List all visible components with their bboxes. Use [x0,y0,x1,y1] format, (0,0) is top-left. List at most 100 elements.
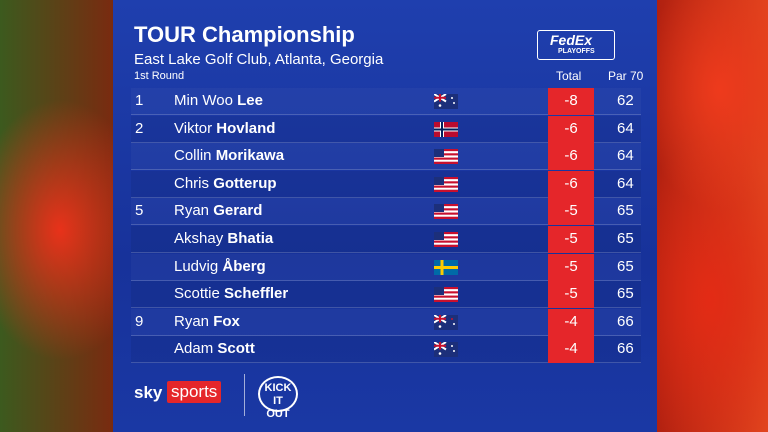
round-score: 65 [617,230,634,247]
total: -5 [548,253,594,281]
flag-part [434,121,458,137]
flag-part [434,204,444,213]
flag [434,232,458,247]
flag-part [434,189,458,192]
round-score: 65 [617,257,634,275]
player-name: Adam Scott [174,336,255,362]
flag-part [453,322,455,325]
divider [244,374,245,416]
player-name: Ryan Fox [174,309,240,335]
flag-part [434,149,458,152]
row: Akshay Bhatia -5 65 [131,226,641,253]
subtitle: East Lake Golf Club, Atlanta, Georgia [134,51,384,68]
title: TOUR Championship [134,22,355,47]
flag-part [434,204,458,207]
first-name: Collin [174,147,212,165]
round-score: 66 [617,340,634,358]
total: -5 [548,226,594,253]
flag-part [434,236,458,239]
row: 1 Min Woo Lee -8 62 [131,88,641,115]
last-name: Scheffler [224,285,289,303]
flag-part [434,259,458,275]
flag-part [434,212,458,216]
first-name: Ryan [174,312,210,330]
total: -8 [548,88,594,115]
flag-part [434,149,444,158]
flag-part [434,240,458,243]
last-name: Hovland [216,119,276,137]
flag-part [434,232,458,235]
flag [434,149,458,165]
last-name: Lee [237,92,263,109]
flag-part [434,295,458,298]
flag [434,204,458,220]
last-name: Morikawa [215,147,285,165]
row: Adam Scott -4 66 [131,336,641,364]
last-name: Åberg [222,257,266,275]
flag-part [434,181,458,184]
player-name: Viktor Hovland [174,116,275,142]
player-name: Scottie Scheffler [174,281,288,307]
col-score: Par 70 [608,69,644,83]
flag-part [434,94,446,102]
flag-part [438,324,442,328]
player-name: Akshay Bhatia [174,226,273,252]
flag-part [434,217,458,220]
position: 1 [135,92,144,109]
round-score: 66 [617,312,634,330]
round: 1st Round [134,70,185,82]
player-name: Chris Gotterup [174,171,277,197]
flag-part [434,176,444,185]
player-name: Collin Morikawa [174,143,284,169]
flag-part [434,314,446,323]
flag [434,342,458,358]
flag-part [451,97,453,99]
first-name: Adam [174,340,214,358]
flag [434,259,458,275]
row: Scottie Scheffler -5 65 [131,281,641,309]
position: 2 [135,119,144,137]
flag-part [434,342,446,350]
total: -4 [548,336,594,364]
row: Ludvig Åberg -5 65 [131,253,641,281]
last-name: Gerard [213,202,263,220]
last-name: Bhatia [227,230,274,247]
last-name: Gotterup [213,174,277,192]
flag-part [453,102,455,104]
round-score: 64 [617,119,634,137]
flag-part [434,208,458,211]
total: -4 [548,308,594,336]
first-name: Ludvig [174,257,219,275]
flag [434,287,458,303]
player-name: Ryan Gerard [174,198,262,224]
position: 9 [135,312,144,330]
last-name: Scott [217,340,255,358]
first-name: Viktor [174,119,213,137]
sponsor-brand: FedEx [550,32,593,48]
total: -6 [548,170,594,198]
flag-part [434,291,458,294]
first-name: Scottie [174,285,220,303]
round-score: 64 [617,147,634,165]
campaign-logo: KICK IT OUT [258,376,298,420]
round-score: 65 [617,285,634,303]
row: 9 Ryan Fox -4 66 [131,308,641,336]
round-score: 62 [617,92,634,109]
flag-part [434,299,458,303]
row: 5 Ryan Gerard -5 65 [131,198,641,226]
first-name: Ryan [174,202,210,220]
flag-part [438,352,442,356]
last-name: Fox [213,312,240,330]
sky-logo: sky [134,383,163,402]
row: Collin Morikawa -6 64 [131,143,641,171]
flag-part [434,232,444,240]
flag [434,314,458,330]
first-name: Min Woo [174,92,233,109]
total: -5 [548,198,594,226]
row: Chris Gotterup -6 64 [131,170,641,198]
flag-part [451,317,453,320]
flag [434,94,458,109]
flag-part [438,104,442,107]
flag-part [434,185,458,188]
